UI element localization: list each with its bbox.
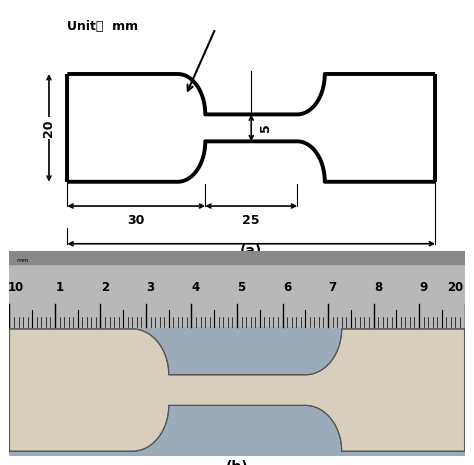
Polygon shape: [9, 329, 465, 451]
Text: 10: 10: [8, 281, 25, 294]
Text: 6: 6: [283, 281, 291, 294]
Bar: [169, 327, 305, 375]
Text: 4: 4: [192, 281, 200, 294]
Text: Unit：  mm: Unit： mm: [67, 20, 138, 33]
Text: 20: 20: [447, 281, 464, 294]
Text: 5: 5: [237, 281, 246, 294]
Text: 30: 30: [128, 214, 145, 227]
Text: (b): (b): [226, 460, 248, 465]
Text: (a): (a): [240, 244, 262, 258]
Text: 8: 8: [374, 281, 382, 294]
Bar: [9, 251, 465, 265]
Text: 5: 5: [259, 124, 272, 132]
Bar: [169, 405, 305, 451]
Text: mm: mm: [16, 258, 28, 263]
Text: 1: 1: [55, 281, 64, 294]
Text: 7: 7: [328, 281, 337, 294]
Text: 25: 25: [243, 214, 260, 227]
Text: 20: 20: [43, 119, 55, 137]
Text: 2: 2: [101, 281, 109, 294]
Text: 3: 3: [146, 281, 155, 294]
Text: 9: 9: [419, 281, 428, 294]
Text: 100: 100: [237, 252, 266, 266]
Bar: [9, 251, 465, 327]
